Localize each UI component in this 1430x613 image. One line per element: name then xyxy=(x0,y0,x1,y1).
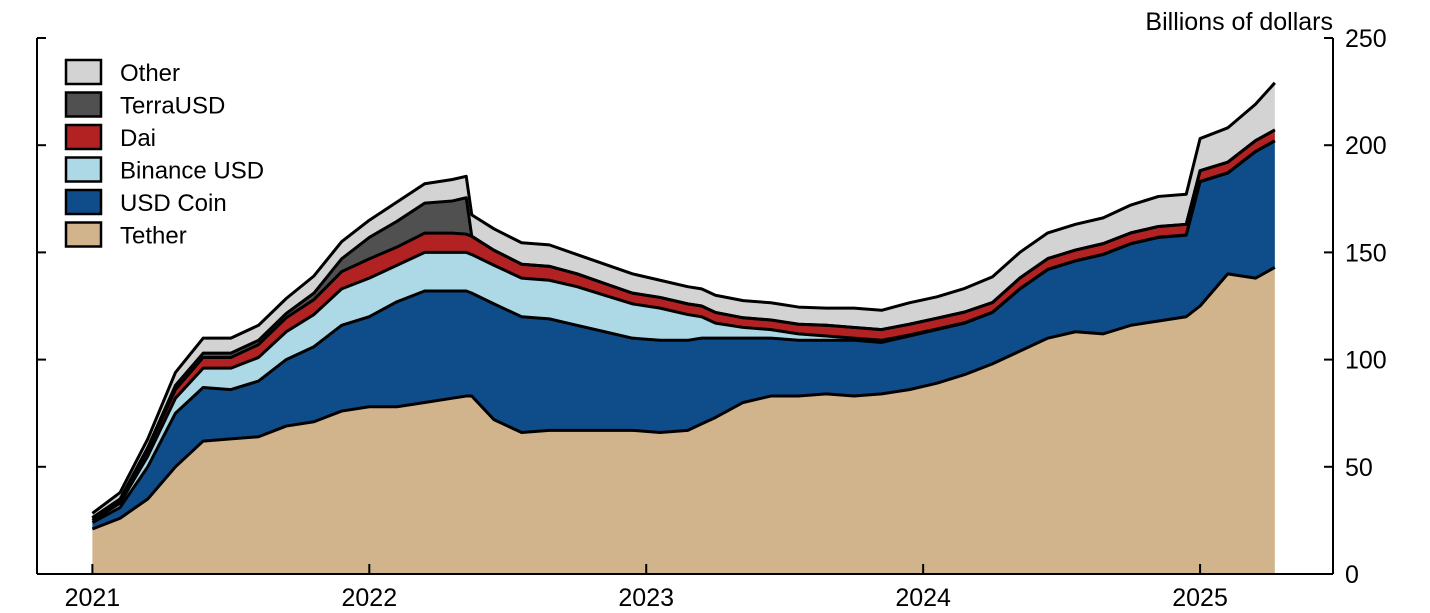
axes xyxy=(36,38,1334,575)
y-tick-label: 200 xyxy=(1345,132,1387,160)
x-tick-label: 2021 xyxy=(65,584,121,612)
legend-label-tether: Tether xyxy=(120,223,187,250)
legend-label-dai: Dai xyxy=(120,125,156,152)
unit-label: Billions of dollars xyxy=(1145,8,1333,36)
legend-swatch-dai xyxy=(64,123,103,151)
x-tick-label: 2024 xyxy=(895,584,951,612)
legend-label-terrausd: TerraUSD xyxy=(120,93,225,120)
y-tick-label: 100 xyxy=(1345,347,1387,375)
boundaries-layer xyxy=(91,81,1276,531)
boundary-other xyxy=(91,81,1276,515)
ticks-layer: 0 50 100 150 200 250 2021 2022 2023 2024 2025 xyxy=(37,25,1387,612)
area-usd-coin xyxy=(92,140,1275,529)
boundary-terrausd xyxy=(91,128,1276,519)
y-tick-label: 250 xyxy=(1345,25,1387,53)
x-tick-label: 2023 xyxy=(618,584,674,612)
legend-label-other: Other xyxy=(120,60,180,87)
y-tick-label: 50 xyxy=(1345,454,1373,482)
legend-swatch-binance-usd xyxy=(64,156,103,183)
legend-label-binance-usd: Binance USD xyxy=(120,158,264,185)
y-tick-label: 0 xyxy=(1345,561,1359,589)
area-binance-usd xyxy=(92,140,1275,523)
legend-swatch-terrausd xyxy=(64,91,103,118)
legend-label-usd-coin: USD Coin xyxy=(120,190,227,217)
y-tick-label: 150 xyxy=(1345,239,1387,267)
x-tick-label: 2022 xyxy=(341,584,397,612)
boundary-binance-usd xyxy=(91,139,1276,522)
legend-swatch-other xyxy=(64,58,103,86)
x-tick-label: 2025 xyxy=(1172,584,1228,612)
legend-swatch-usd-coin xyxy=(64,188,103,216)
boundary-tether xyxy=(91,266,1276,531)
legend-swatch-tether xyxy=(64,221,103,248)
area-tether xyxy=(92,267,1275,574)
area-other xyxy=(92,82,1275,518)
legend: Other TerraUSD Dai Binance USD USD Coin Tethe… xyxy=(64,58,264,250)
